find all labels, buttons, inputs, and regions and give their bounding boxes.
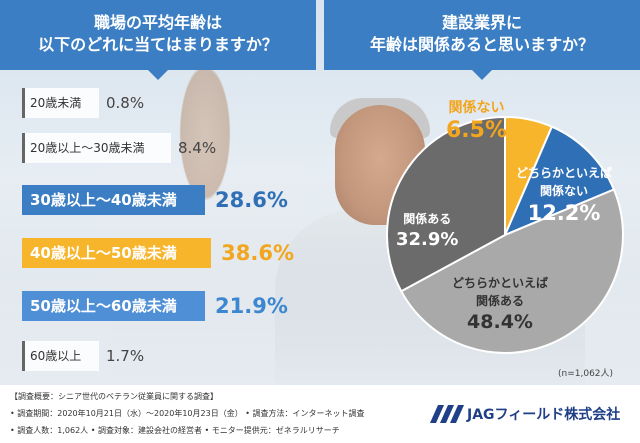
bar (22, 185, 205, 215)
bar-category-label: 20歳以上～30歳未満 (30, 141, 145, 155)
pie-name-somewhat-related-1: どちらかといえば (452, 276, 549, 290)
jag-logo-icon (430, 405, 464, 423)
pie-label-not-related: 関係ない 6.5% (446, 99, 507, 145)
bar-value-label: 28.6% (215, 188, 288, 212)
left-question-line1: 職場の平均年齢は (93, 13, 222, 32)
left-question-banner: 職場の平均年齢は 以下のどれに当てはまりますか？ (0, 0, 316, 70)
right-question-line2: 年齢は関係あると思いますか？ (369, 35, 594, 54)
footer: 【調査概要：シニア世代のベテラン従業員に関する調査】 • 調査期間：2020年1… (0, 388, 640, 443)
pie-name-somewhat-not-2: 関係ない (540, 184, 589, 198)
bar-category-label: 40歳以上～50歳未満 (30, 244, 177, 262)
bar (22, 341, 99, 371)
bar-category-label: 20歳未満 (30, 96, 82, 110)
bar-value-label: 0.8% (106, 94, 145, 112)
left-question-line2: 以下のどれに当てはまりますか？ (38, 35, 278, 54)
pie-label-somewhat-related: どちらかといえば 関係ある 48.4% (452, 274, 548, 334)
bar-value-label: 1.7% (106, 347, 145, 365)
pie-slice-related (386, 115, 506, 293)
bar-value-label: 8.4% (178, 139, 217, 157)
pie-svg (386, 115, 624, 354)
relevance-pie-chart (380, 110, 630, 360)
bar (22, 133, 171, 163)
pie-value-related: 32.9% (396, 229, 459, 250)
pie-value-somewhat-not: 12.2% (527, 201, 601, 225)
company-logo: JAGフィールド株式会社 (430, 404, 620, 424)
survey-title: 【調査概要：シニア世代のベテラン従業員に関する調査】 (10, 392, 218, 401)
pie-slice-somewhat-related (399, 188, 624, 354)
bar-category-label: 60歳以上 (30, 349, 82, 363)
pie-slice-somewhat-not (503, 125, 616, 237)
bar (22, 88, 99, 118)
left-banner-pointer (148, 70, 168, 80)
bar-category-label: 50歳以上～60歳未満 (30, 297, 177, 315)
company-name: JAGフィールド株式会社 (467, 407, 621, 423)
sample-size-note: (n=1,062人) (558, 369, 614, 379)
right-question-banner: 建設業界に 年齢は関係あると思いますか？ (324, 0, 640, 70)
bar (22, 238, 212, 268)
pie-name-not-related: 関係ない (448, 100, 505, 116)
pie-label-somewhat-not: どちらかといえば 関係ない 12.2% (516, 164, 612, 226)
bar-value-label: 21.9% (215, 294, 288, 318)
right-banner-pointer (472, 70, 492, 80)
pie-value-somewhat-related: 48.4% (467, 311, 533, 333)
pie-label-related: 関係ある 32.9% (396, 210, 458, 252)
right-question-line1: 建設業界に (441, 13, 522, 32)
pie-value-not-related: 6.5% (446, 118, 508, 143)
survey-period: • 調査期間：2020年10月21日（水）～2020年10月23日（金） • 調… (10, 409, 365, 418)
bar-category-label: 30歳以上～40歳未満 (30, 191, 177, 209)
bar (22, 291, 205, 321)
pie-name-somewhat-related-2: 関係ある (476, 294, 525, 308)
pie-name-somewhat-not-1: どちらかといえば (516, 166, 613, 180)
pie-name-related: 関係ある (403, 212, 452, 226)
survey-target: • 調査人数：1,062人 • 調査対象：建設会社の経営者 • モニター提供元：… (10, 426, 340, 435)
bar-value-label: 38.6% (221, 241, 294, 265)
